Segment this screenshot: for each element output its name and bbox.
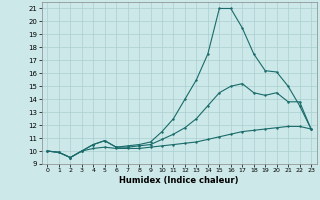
X-axis label: Humidex (Indice chaleur): Humidex (Indice chaleur) bbox=[119, 176, 239, 185]
